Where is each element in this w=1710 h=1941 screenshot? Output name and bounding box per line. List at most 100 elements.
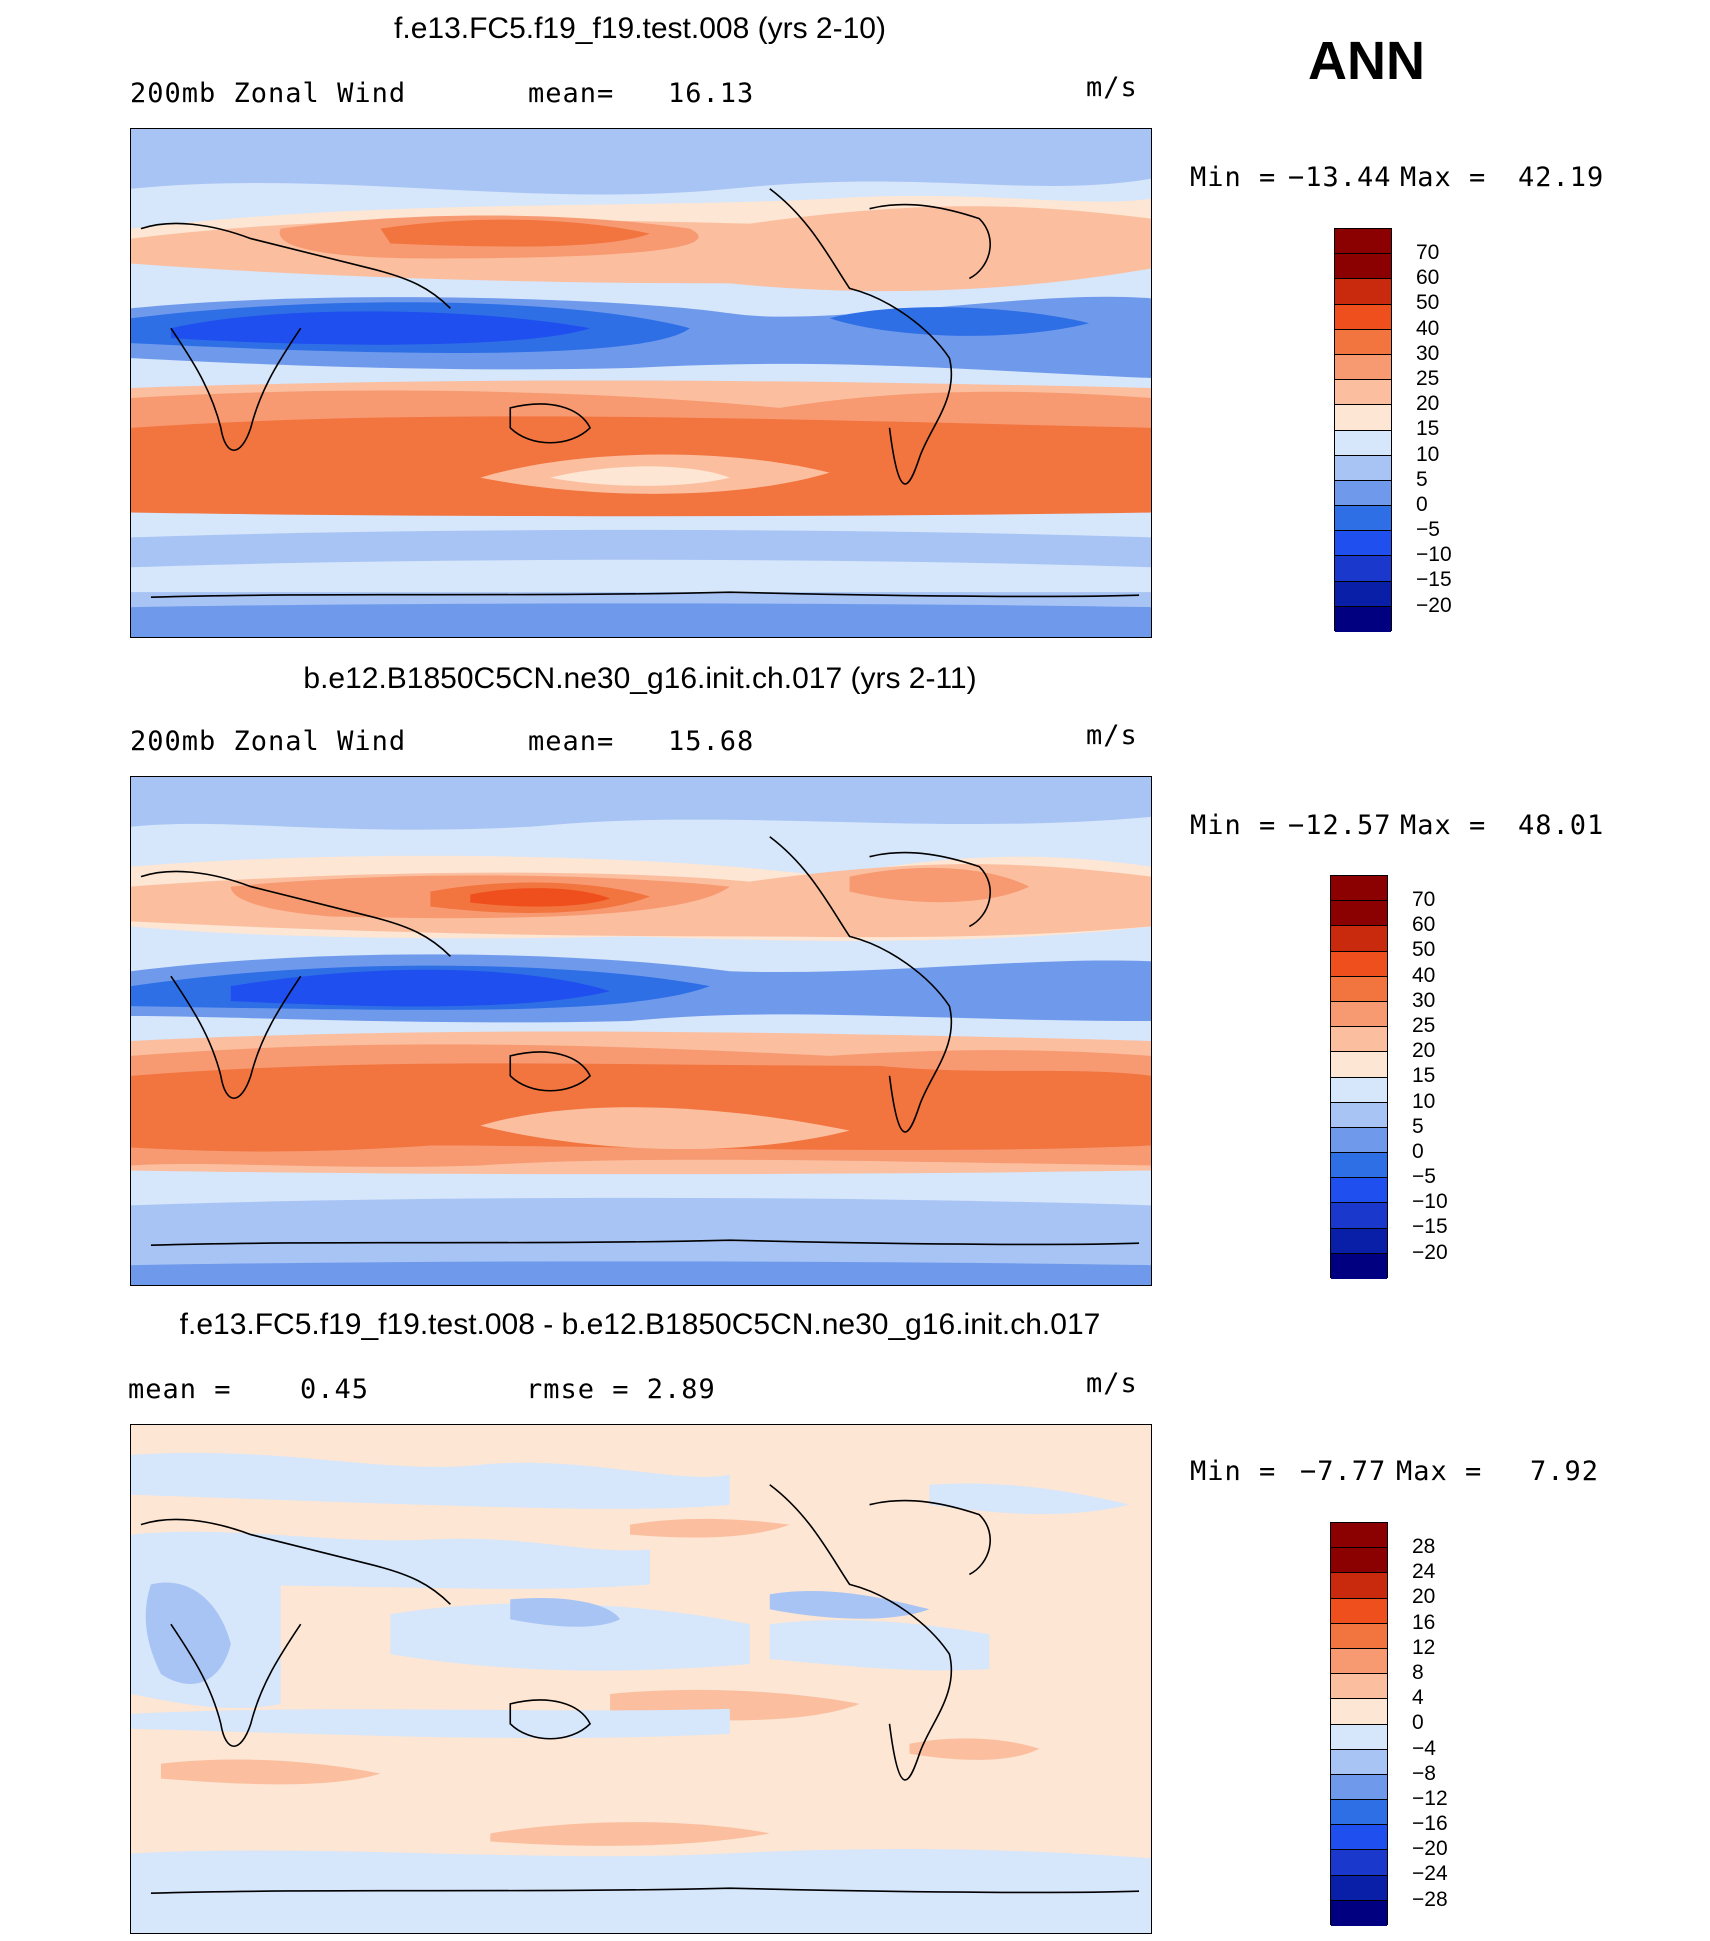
- colorbar-swatch: [1335, 455, 1391, 481]
- colorbar-level-label: 20: [1412, 1039, 1436, 1063]
- panel3-mean-value: 0.45: [300, 1374, 370, 1405]
- panel2-colorbar: [1330, 875, 1388, 1279]
- colorbar-level-label: 70: [1412, 888, 1436, 911]
- colorbar-swatch: [1331, 1825, 1387, 1851]
- colorbar-swatch: [1331, 976, 1387, 1002]
- colorbar-swatch: [1335, 405, 1391, 431]
- colorbar-swatch: [1331, 1573, 1387, 1599]
- colorbar-level-label: 70: [1416, 241, 1440, 264]
- panel3-max-value: 7.92: [1530, 1456, 1600, 1487]
- colorbar-level-label: 5: [1412, 1114, 1424, 1138]
- colorbar-swatch: [1335, 480, 1391, 507]
- colorbar-level-label: −12: [1412, 1786, 1448, 1810]
- panel3-units: m/s: [1086, 1368, 1138, 1399]
- colorbar-level-label: −20: [1412, 1837, 1448, 1861]
- colorbar-level-label: −10: [1412, 1190, 1448, 1214]
- colorbar-swatch: [1331, 1178, 1387, 1204]
- colorbar-level-label: 60: [1412, 913, 1436, 937]
- panel3-map: [130, 1424, 1152, 1934]
- colorbar-swatch: [1331, 1749, 1387, 1775]
- colorbar-swatch: [1335, 430, 1391, 456]
- colorbar-level-label: −20: [1416, 593, 1452, 617]
- colorbar-swatch: [1331, 1900, 1387, 1926]
- colorbar-swatch: [1331, 1102, 1387, 1128]
- colorbar-swatch: [1335, 531, 1391, 557]
- colorbar-swatch: [1331, 1548, 1387, 1574]
- colorbar-swatch: [1335, 380, 1391, 406]
- colorbar-level-label: 50: [1412, 938, 1436, 962]
- colorbar-swatch: [1331, 1203, 1387, 1229]
- colorbar-level-label: 25: [1412, 1013, 1436, 1037]
- panel2-units: m/s: [1086, 720, 1138, 751]
- panel1-min-label: Min =: [1190, 162, 1277, 193]
- colorbar-level-label: 30: [1412, 988, 1436, 1012]
- colorbar-swatch: [1331, 951, 1387, 977]
- colorbar-swatch: [1335, 229, 1391, 255]
- panel2-mean-value: 15.68: [668, 726, 755, 757]
- panel3-min-value: −7.77: [1300, 1456, 1387, 1487]
- panel2-max-value: 48.01: [1518, 810, 1605, 841]
- colorbar-swatch: [1331, 1674, 1387, 1700]
- colorbar-level-label: 24: [1412, 1560, 1436, 1584]
- colorbar-level-label: −15: [1412, 1215, 1448, 1239]
- colorbar-level-label: 30: [1416, 341, 1440, 365]
- colorbar-swatch: [1331, 1774, 1387, 1801]
- colorbar-level-label: −5: [1412, 1165, 1436, 1189]
- panel2-min-value: −12.57: [1288, 810, 1392, 841]
- panel1-max-value: 42.19: [1518, 162, 1605, 193]
- panel1-map: [130, 128, 1152, 638]
- colorbar-level-label: −15: [1416, 568, 1452, 592]
- colorbar-level-label: −8: [1412, 1761, 1436, 1785]
- panel2-title: b.e12.B1850C5CN.ne30_g16.init.ch.017 (yr…: [303, 662, 977, 695]
- colorbar-swatch: [1331, 1127, 1387, 1154]
- colorbar-swatch: [1331, 876, 1387, 902]
- colorbar-swatch: [1331, 1523, 1387, 1549]
- colorbar-swatch: [1335, 354, 1391, 381]
- colorbar-level-label: −10: [1416, 543, 1452, 567]
- colorbar-level-label: 4: [1412, 1686, 1424, 1710]
- colorbar-swatch: [1331, 1052, 1387, 1078]
- panel1-mean-label: mean=: [528, 78, 615, 109]
- panel2-map: [130, 776, 1152, 1286]
- colorbar-swatch: [1335, 304, 1391, 330]
- colorbar-swatch: [1331, 1623, 1387, 1649]
- colorbar-level-label: 16: [1412, 1610, 1436, 1634]
- panel3-title: f.e13.FC5.f19_f19.test.008 - b.e12.B1850…: [179, 1308, 1101, 1341]
- colorbar-level-label: 60: [1416, 266, 1440, 290]
- colorbar-level-label: −16: [1412, 1812, 1448, 1836]
- season-label: ANN: [1308, 31, 1425, 91]
- panel1-mean-value: 16.13: [668, 78, 755, 109]
- colorbar-swatch: [1335, 506, 1391, 532]
- colorbar-level-label: 10: [1412, 1089, 1436, 1113]
- panel1-max-label: Max =: [1400, 162, 1487, 193]
- colorbar-swatch: [1331, 1598, 1387, 1624]
- colorbar-swatch: [1331, 1648, 1387, 1675]
- colorbar-level-label: 20: [1416, 392, 1440, 416]
- colorbar-level-label: 28: [1412, 1535, 1436, 1558]
- panel2-variable-label: 200mb Zonal Wind: [130, 726, 407, 757]
- colorbar-swatch: [1331, 1699, 1387, 1725]
- colorbar-swatch: [1331, 1001, 1387, 1028]
- colorbar-level-label: 8: [1412, 1660, 1424, 1684]
- colorbar-level-label: −24: [1412, 1862, 1448, 1886]
- panel3-map-svg: [131, 1425, 1151, 1933]
- colorbar-level-label: 25: [1416, 366, 1440, 390]
- colorbar-level-label: 40: [1416, 316, 1440, 340]
- colorbar-swatch: [1335, 581, 1391, 607]
- colorbar-swatch: [1331, 1875, 1387, 1901]
- colorbar-swatch: [1331, 1228, 1387, 1254]
- panel1-min-value: −13.44: [1288, 162, 1392, 193]
- colorbar-swatch: [1335, 329, 1391, 355]
- colorbar-level-label: 0: [1412, 1711, 1424, 1735]
- colorbar-level-label: 15: [1416, 417, 1440, 441]
- panel1-title: f.e13.FC5.f19_f19.test.008 (yrs 2-10): [394, 12, 886, 45]
- colorbar-level-label: −5: [1416, 518, 1440, 542]
- colorbar-swatch: [1335, 606, 1391, 632]
- panel1-map-svg: [131, 129, 1151, 637]
- colorbar-level-label: 5: [1416, 467, 1428, 491]
- panel2-map-svg: [131, 777, 1151, 1285]
- colorbar-swatch: [1331, 901, 1387, 927]
- colorbar-swatch: [1331, 1800, 1387, 1826]
- panel2-mean-label: mean=: [528, 726, 615, 757]
- colorbar-swatch: [1335, 279, 1391, 305]
